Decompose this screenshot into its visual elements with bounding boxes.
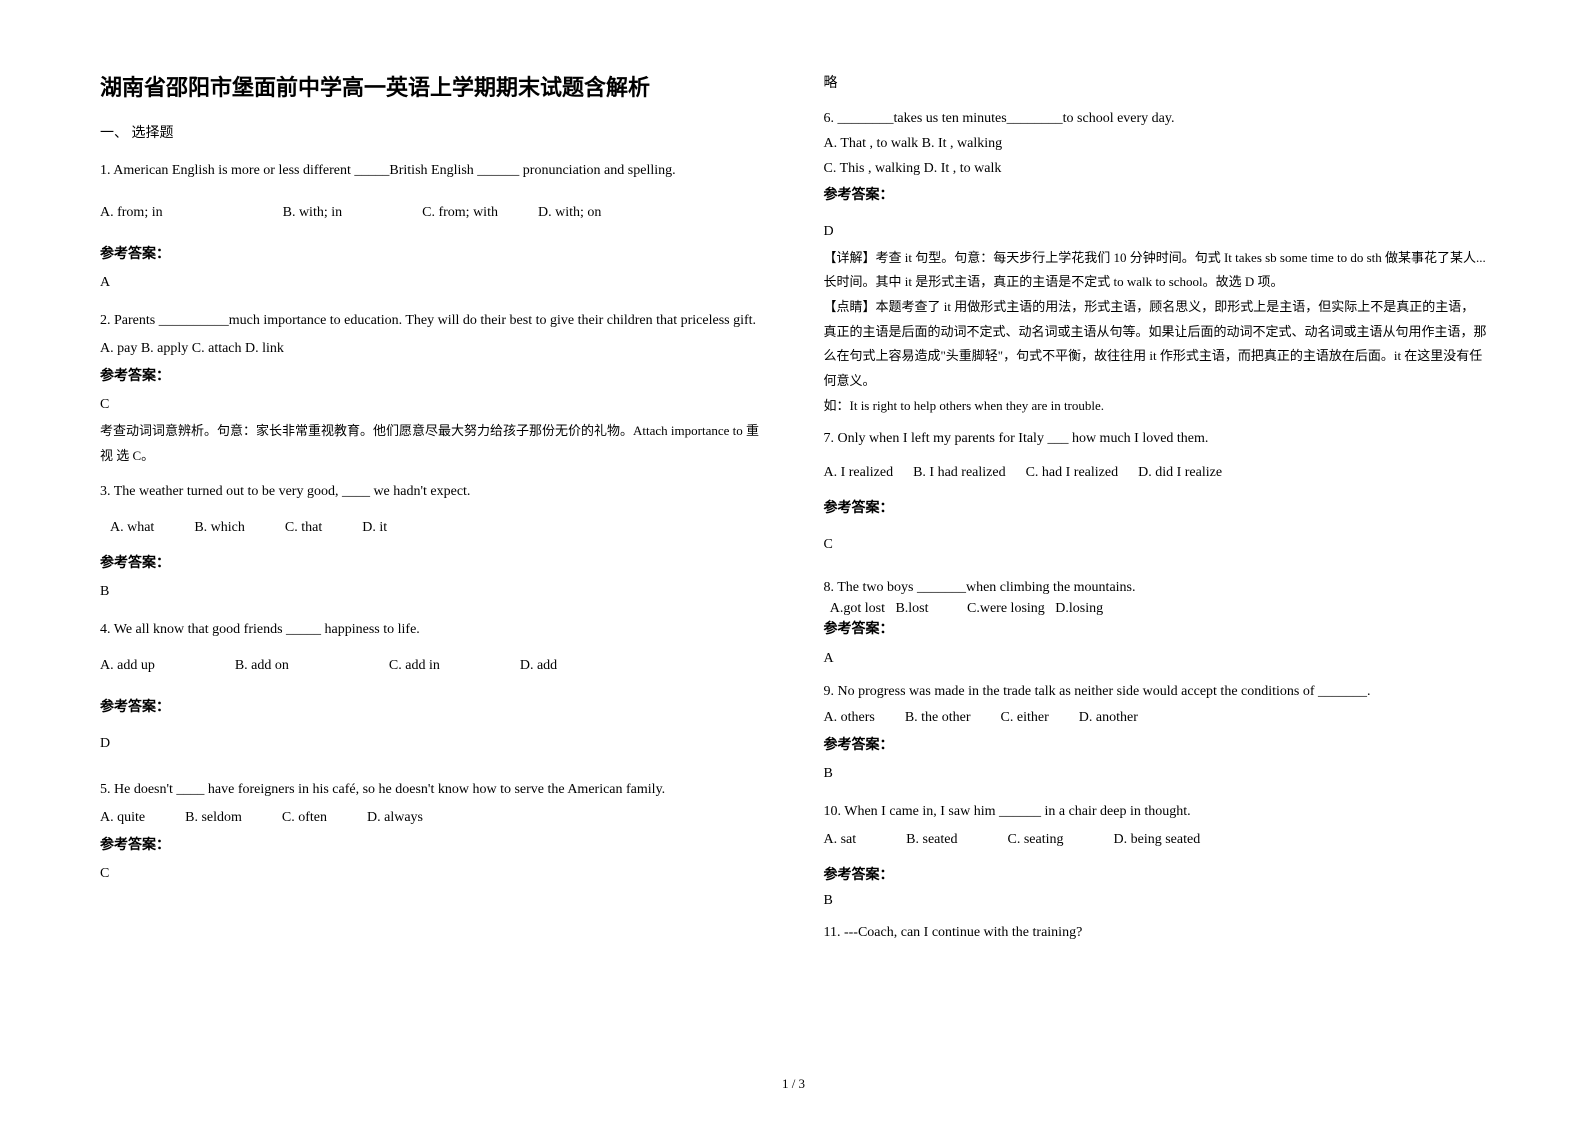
- question-text: 11. ---Coach, can I continue with the tr…: [824, 922, 1488, 944]
- question-10: 10. When I came in, I saw him ______ in …: [824, 798, 1488, 912]
- answer-label: 参考答案：: [824, 495, 1488, 523]
- opts-line-2: C. This , walking D. It , to walk: [824, 156, 1488, 181]
- option-a: A. quite: [100, 804, 145, 832]
- question-text: 8. The two boys _______when climbing the…: [824, 577, 1488, 598]
- option-d: D. with; on: [538, 199, 601, 227]
- options-row: A. others B. the other C. either D. anot…: [824, 704, 1488, 732]
- option-b: B. I had realized: [913, 459, 1006, 487]
- right-column: 略 6. ________takes us ten minutes_______…: [824, 70, 1488, 1082]
- question-text: 7. Only when I left my parents for Italy…: [824, 428, 1488, 450]
- option-c: C. either: [1001, 704, 1049, 732]
- answer-label: 参考答案：: [824, 182, 1488, 210]
- question-text: 9. No progress was made in the trade tal…: [824, 679, 1488, 704]
- options-row: A. add up B. add on C. add in D. add: [100, 652, 764, 680]
- option-c: C. seating: [1008, 826, 1064, 854]
- question-text: 2. Parents __________much importance to …: [100, 307, 764, 335]
- option-c: C. often: [282, 804, 327, 832]
- question-3: 3. The weather turned out to be very goo…: [100, 478, 764, 606]
- explanation-example: 如：It is right to help others when they a…: [824, 394, 1488, 419]
- answer-label: 参考答案：: [100, 550, 764, 578]
- section-header: 一、 选择题: [100, 122, 764, 142]
- answer-value: D: [824, 218, 1488, 246]
- question-5: 5. He doesn't ____ have foreigners in hi…: [100, 776, 764, 888]
- answer-label: 参考答案：: [824, 732, 1488, 760]
- question-8: 8. The two boys _______when climbing the…: [824, 577, 1488, 669]
- question-text: 10. When I came in, I saw him ______ in …: [824, 798, 1488, 826]
- question-7: 7. Only when I left my parents for Italy…: [824, 428, 1488, 558]
- option-b: B. seated: [906, 826, 957, 854]
- question-text: 4. We all know that good friends _____ h…: [100, 616, 764, 644]
- option-b: B. which: [194, 514, 245, 542]
- option-a: A. add up: [100, 652, 155, 680]
- option-d: D. it: [362, 514, 387, 542]
- question-6: 6. ________takes us ten minutes________t…: [824, 106, 1488, 418]
- question-11: 11. ---Coach, can I continue with the tr…: [824, 922, 1488, 944]
- question-text: 3. The weather turned out to be very goo…: [100, 478, 764, 506]
- option-a: A. what: [110, 514, 154, 542]
- question-1: 1. American English is more or less diff…: [100, 157, 764, 297]
- option-d: D. add: [520, 652, 557, 680]
- answer-value: D: [100, 730, 764, 758]
- option-d: D. did I realize: [1138, 459, 1222, 487]
- answer-value: B: [824, 760, 1488, 788]
- option-c: C. from; with: [422, 199, 498, 227]
- option-a: A. from; in: [100, 199, 163, 227]
- page-number: 1 / 3: [782, 1076, 805, 1092]
- option-b: B. with; in: [283, 199, 343, 227]
- question-text: 5. He doesn't ____ have foreigners in hi…: [100, 776, 764, 804]
- option-b: B. seldom: [185, 804, 242, 832]
- option-b: B. the other: [905, 704, 971, 732]
- answer-label: 参考答案：: [824, 619, 1488, 640]
- answer-label: 参考答案：: [824, 862, 1488, 890]
- answer-label: 参考答案：: [100, 241, 764, 269]
- explanation-tip: 【点睛】本题考查了 it 用做形式主语的用法，形式主语，顾名思义，即形式上是主语…: [824, 295, 1488, 394]
- answer-value: A: [824, 648, 1488, 669]
- explanation-detail: 【详解】考查 it 句型。句意：每天步行上学花我们 10 分钟时间。句式 It …: [824, 246, 1488, 295]
- answer-value: C: [100, 391, 764, 419]
- option-c: C. that: [285, 514, 322, 542]
- answer-value: A: [100, 269, 764, 297]
- option-a: A. I realized: [824, 459, 894, 487]
- options-row: A. quite B. seldom C. often D. always: [100, 804, 764, 832]
- option-a: A. others: [824, 704, 875, 732]
- options-row: A. I realized B. I had realized C. had I…: [824, 459, 1488, 487]
- answer-value: C: [824, 531, 1488, 559]
- question-text: 6. ________takes us ten minutes________t…: [824, 106, 1488, 131]
- answer-value: B: [100, 578, 764, 606]
- options-2col: A. That , to walk B. It , walking C. Thi…: [824, 131, 1488, 181]
- explanation: 考查动词词意辨析。句意：家长非常重视教育。他们愿意尽最大努力给孩子那份无价的礼物…: [100, 419, 764, 468]
- answer-label: 参考答案：: [100, 832, 764, 860]
- option-c: C. add in: [389, 652, 440, 680]
- left-column: 湖南省邵阳市堡面前中学高一英语上学期期末试题含解析 一、 选择题 1. Amer…: [100, 70, 764, 1082]
- option-b: B. add on: [235, 652, 289, 680]
- option-a: A. sat: [824, 826, 857, 854]
- options-line: A. pay B. apply C. attach D. link: [100, 335, 764, 363]
- option-c: C. had I realized: [1026, 459, 1119, 487]
- question-4: 4. We all know that good friends _____ h…: [100, 616, 764, 758]
- question-text: 1. American English is more or less diff…: [100, 157, 764, 185]
- answer-label: 参考答案：: [100, 363, 764, 391]
- answer-value: B: [824, 890, 1488, 912]
- omit-text: 略: [824, 70, 1488, 98]
- question-9: 9. No progress was made in the trade tal…: [824, 679, 1488, 788]
- options-row: A. what B. which C. that D. it: [100, 514, 764, 542]
- answer-value: C: [100, 860, 764, 888]
- option-d: D. being seated: [1114, 826, 1201, 854]
- answer-label: 参考答案：: [100, 694, 764, 722]
- option-d: D. another: [1079, 704, 1138, 732]
- option-d: D. always: [367, 804, 423, 832]
- options-row: A. from; in B. with; in C. from; with D.…: [100, 199, 764, 227]
- options-row: A. sat B. seated C. seating D. being sea…: [824, 826, 1488, 854]
- options-line: A.got lost B.lost C.were losing D.losing: [824, 598, 1488, 619]
- page-container: 湖南省邵阳市堡面前中学高一英语上学期期末试题含解析 一、 选择题 1. Amer…: [100, 70, 1487, 1082]
- opts-line-1: A. That , to walk B. It , walking: [824, 131, 1488, 156]
- document-title: 湖南省邵阳市堡面前中学高一英语上学期期末试题含解析: [100, 70, 764, 102]
- question-2: 2. Parents __________much importance to …: [100, 307, 764, 468]
